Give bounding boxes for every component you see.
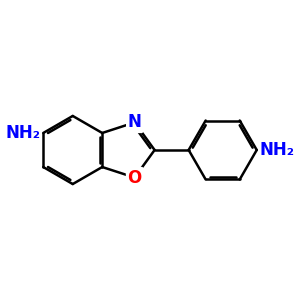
Text: NH₂: NH₂ — [260, 141, 295, 159]
Text: O: O — [128, 169, 142, 187]
Text: N: N — [128, 113, 142, 131]
Text: NH₂: NH₂ — [5, 124, 40, 142]
